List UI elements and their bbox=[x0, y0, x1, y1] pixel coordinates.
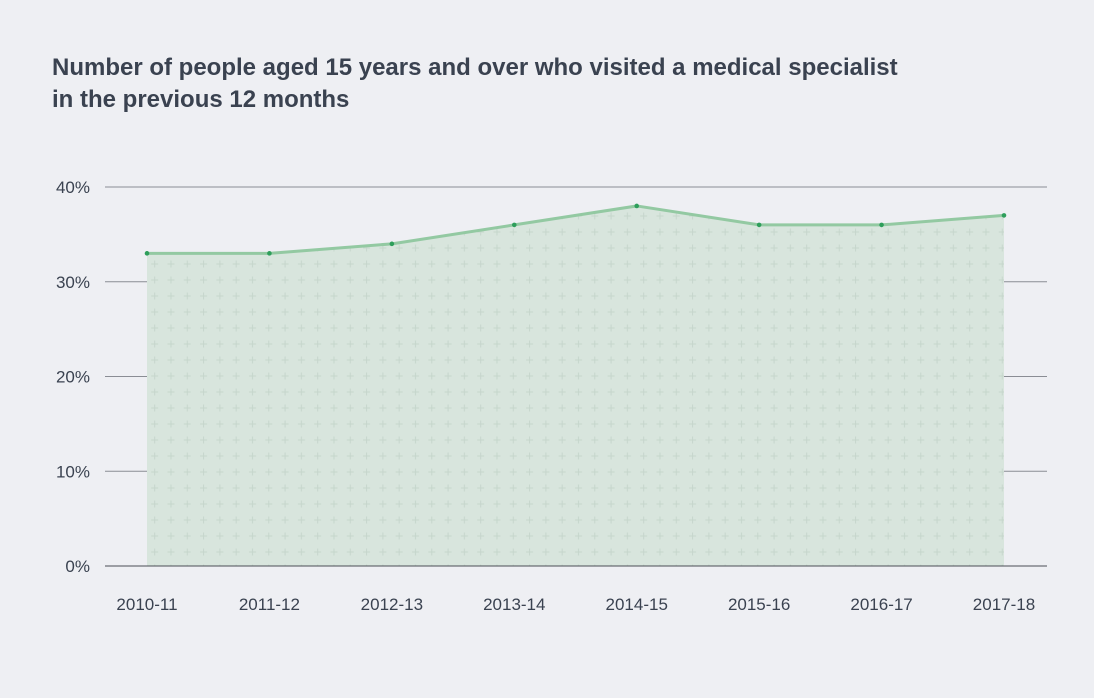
data-point bbox=[389, 241, 395, 247]
y-axis-labels: 0% 10% 20% 30% 40% bbox=[56, 178, 90, 576]
chart-title-line-2: in the previous 12 months bbox=[52, 86, 350, 113]
x-tick-label: 2014-15 bbox=[606, 595, 668, 614]
chart-title: Number of people aged 15 years and over … bbox=[52, 52, 898, 116]
data-point bbox=[756, 222, 762, 228]
x-axis-labels: 2010-11 2011-12 2012-13 2013-14 2014-15 2015-… bbox=[116, 595, 1035, 614]
series-line bbox=[147, 204, 1005, 255]
x-tick-label: 2016-17 bbox=[850, 595, 912, 614]
data-point bbox=[267, 251, 272, 256]
data-point bbox=[1001, 213, 1007, 218]
x-tick-label: 2012-13 bbox=[361, 595, 423, 614]
data-point bbox=[511, 222, 517, 228]
y-tick-label: 40% bbox=[56, 178, 90, 197]
y-tick-label: 20% bbox=[56, 368, 90, 387]
data-point bbox=[634, 203, 640, 209]
data-point bbox=[879, 222, 884, 228]
x-tick-label: 2013-14 bbox=[483, 595, 545, 614]
y-tick-label: 0% bbox=[65, 557, 90, 576]
area-layer bbox=[105, 203, 1047, 567]
y-tick-label: 30% bbox=[56, 273, 90, 292]
chart-title-line-1: Number of people aged 15 years and over … bbox=[52, 54, 898, 81]
x-tick-label: 2017-18 bbox=[973, 595, 1035, 614]
x-tick-label: 2010-11 bbox=[116, 595, 177, 614]
area-pattern bbox=[147, 205, 1004, 566]
data-point bbox=[144, 251, 150, 256]
x-tick-label: 2015-16 bbox=[728, 595, 790, 614]
y-tick-label: 10% bbox=[56, 462, 90, 481]
x-tick-label: 2011-12 bbox=[239, 595, 300, 614]
